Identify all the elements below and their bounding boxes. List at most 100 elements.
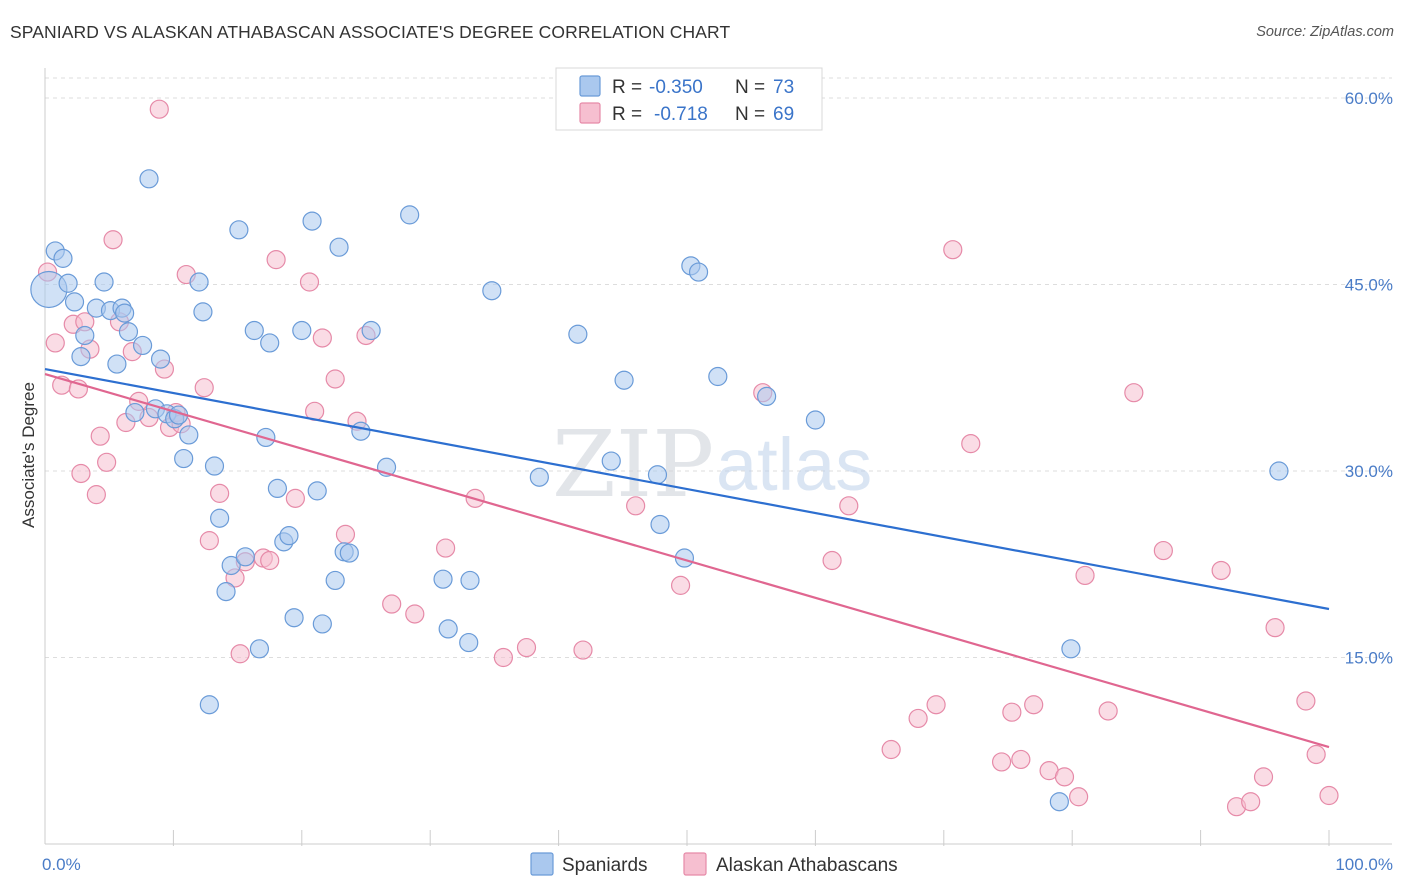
- point-alaskan: [881, 739, 901, 760]
- point-alaskan: [1211, 560, 1231, 581]
- point-spaniards: [118, 322, 139, 342]
- bottom-legend-swatch-alaskan: [683, 852, 707, 876]
- point-spaniards: [312, 614, 332, 634]
- point-alaskan: [71, 463, 91, 484]
- point-spaniards: [1061, 639, 1081, 659]
- point-alaskan: [822, 550, 842, 571]
- point-alaskan: [230, 644, 250, 664]
- point-alaskan: [1124, 383, 1144, 403]
- point-spaniards: [174, 448, 194, 469]
- point-spaniards: [221, 555, 241, 576]
- point-alaskan: [299, 272, 320, 292]
- point-alaskan: [382, 594, 402, 614]
- point-spaniards: [58, 273, 78, 293]
- point-spaniards: [94, 272, 114, 292]
- point-spaniards: [199, 695, 219, 715]
- point-spaniards: [1049, 792, 1069, 812]
- point-spaniards: [193, 302, 213, 322]
- chart-title: SPANIARD VS ALASKAN ATHABASCAN ASSOCIATE…: [10, 22, 731, 42]
- point-spaniards: [235, 547, 255, 567]
- point-alaskan: [45, 333, 65, 353]
- point-spaniards: [307, 481, 327, 501]
- correlation-legend: R = -0.350 N = 73 R = -0.718 N = 69: [555, 67, 823, 131]
- point-alaskan: [199, 531, 219, 551]
- point-spaniards: [139, 169, 159, 189]
- point-spaniards: [482, 281, 502, 301]
- point-spaniards: [650, 514, 670, 535]
- point-spaniards: [708, 366, 728, 387]
- chart-source: Source: ZipAtlas.com: [1256, 24, 1394, 40]
- point-spaniards: [179, 425, 199, 445]
- legend-r-value-1: -0.350: [649, 77, 703, 98]
- legend-r-label-1: R =: [612, 77, 642, 98]
- point-spaniards: [75, 325, 95, 346]
- point-alaskan: [573, 640, 593, 660]
- watermark-atlas: atlas: [716, 423, 872, 506]
- point-spaniards: [351, 421, 371, 441]
- point-spaniards: [244, 320, 264, 341]
- point-spaniards: [329, 237, 349, 257]
- point-alaskan: [908, 708, 928, 729]
- point-spaniards: [568, 324, 588, 344]
- point-alaskan: [260, 550, 280, 571]
- point-spaniards: [339, 543, 359, 563]
- point-alaskan: [493, 647, 513, 668]
- point-alaskan: [90, 426, 110, 446]
- point-alaskan: [312, 328, 332, 348]
- point-alaskan: [1306, 744, 1326, 765]
- point-alaskan: [926, 695, 946, 715]
- legend-swatch-spaniards: [579, 75, 601, 97]
- legend-n-label-1: N =: [735, 77, 765, 98]
- point-spaniards: [279, 526, 299, 546]
- series-alaskan-athabascans-points: [37, 99, 1339, 817]
- point-alaskan: [325, 369, 345, 389]
- point-spaniards: [150, 349, 171, 369]
- x-tick-label-min: 0.0%: [42, 855, 81, 874]
- y-tick-label: 15.0%: [1345, 649, 1393, 668]
- point-alaskan: [839, 496, 859, 516]
- point-spaniards: [249, 639, 270, 659]
- point-spaniards: [210, 508, 230, 528]
- point-alaskan: [626, 496, 646, 516]
- y-tick-label: 45.0%: [1345, 276, 1393, 295]
- bottom-legend-alaskan: Alaskan Athabascans: [716, 855, 898, 876]
- point-spaniards: [460, 570, 480, 591]
- point-spaniards: [267, 478, 288, 499]
- point-alaskan: [1098, 701, 1118, 721]
- point-alaskan: [961, 434, 981, 454]
- point-spaniards: [71, 347, 91, 367]
- point-alaskan: [194, 378, 214, 398]
- point-alaskan: [149, 99, 169, 119]
- point-spaniards: [204, 456, 225, 476]
- point-spaniards: [400, 205, 420, 225]
- point-alaskan: [97, 452, 117, 472]
- point-alaskan: [285, 488, 305, 508]
- point-alaskan: [943, 240, 963, 260]
- legend-r-value-2: -0.718: [654, 104, 708, 125]
- point-alaskan: [405, 604, 425, 624]
- x-tick-label-max: 100.0%: [1335, 855, 1393, 874]
- legend-n-value-1: 73: [773, 77, 794, 98]
- point-spaniards: [1269, 461, 1289, 481]
- point-spaniards: [688, 262, 709, 282]
- point-spaniards: [757, 386, 777, 406]
- y-axis-label: Associate's Degree: [19, 382, 38, 528]
- point-spaniards: [459, 632, 479, 653]
- bottom-legend-spaniards: Spaniards: [562, 855, 648, 876]
- point-alaskan: [1075, 565, 1095, 586]
- point-spaniards: [229, 220, 249, 240]
- point-spaniards: [189, 272, 209, 292]
- point-alaskan: [1265, 618, 1285, 638]
- point-spaniards: [53, 248, 73, 268]
- series-legend: Spaniards Alaskan Athabascans: [530, 852, 898, 876]
- trend-line-spaniards: [44, 367, 1330, 611]
- point-alaskan: [436, 538, 456, 558]
- point-spaniards: [284, 608, 304, 628]
- axes: [44, 68, 1392, 846]
- point-alaskan: [1024, 695, 1044, 715]
- point-alaskan: [1002, 702, 1022, 722]
- point-alaskan: [335, 524, 356, 545]
- point-spaniards: [125, 402, 145, 423]
- trend-line-alaskan: [44, 372, 1330, 749]
